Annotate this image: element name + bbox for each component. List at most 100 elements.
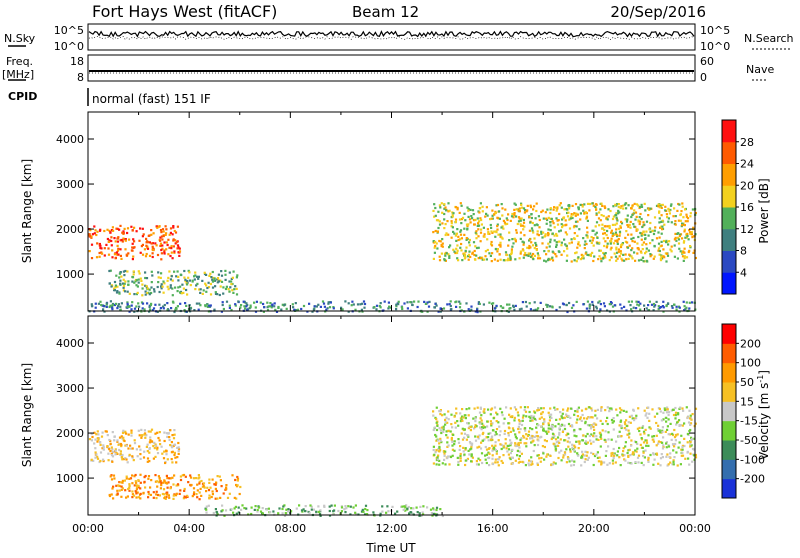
velocity-echo-pixel bbox=[159, 443, 162, 446]
power-echo-pixel bbox=[484, 255, 487, 258]
power-echo-pixel bbox=[598, 224, 601, 227]
velocity-echo-pixel bbox=[518, 431, 521, 434]
power-echo-pixel bbox=[202, 289, 205, 292]
power-echo-pixel bbox=[456, 244, 459, 247]
velocity-echo-pixel bbox=[453, 449, 456, 452]
power-echo-pixel bbox=[679, 213, 682, 217]
velocity-echo-pixel bbox=[179, 489, 182, 492]
power-echo-pixel bbox=[171, 279, 174, 282]
power-echo-pixel bbox=[141, 307, 144, 310]
velocity-echo-pixel bbox=[621, 454, 624, 457]
velocity-echo-pixel bbox=[290, 510, 293, 513]
power-echo-pixel bbox=[616, 240, 619, 243]
velocity-echo-pixel bbox=[239, 485, 242, 489]
power-echo-pixel bbox=[117, 247, 120, 250]
velocity-echo-pixel bbox=[451, 440, 454, 443]
power-echo-pixel bbox=[220, 270, 223, 273]
power-echo-pixel bbox=[122, 286, 125, 289]
power-echo-pixel bbox=[448, 254, 451, 258]
power-echo-pixel bbox=[467, 215, 470, 218]
velocity-echo-pixel bbox=[672, 443, 675, 446]
power-echo-pixel bbox=[237, 300, 240, 303]
velocity-echo-pixel bbox=[558, 431, 561, 434]
power-echo-pixel bbox=[347, 302, 350, 305]
velocity-echo-pixel bbox=[328, 509, 331, 513]
power-echo-pixel bbox=[603, 255, 606, 258]
power-echo-pixel bbox=[373, 306, 376, 309]
power-echo-pixel bbox=[552, 208, 555, 211]
velocity-echo-pixel bbox=[143, 433, 146, 436]
power-echo-pixel bbox=[454, 206, 458, 209]
power-echo-pixel bbox=[619, 252, 623, 255]
power-echo-region bbox=[88, 224, 182, 261]
velocity-echo-pixel bbox=[657, 440, 660, 443]
velocity-echo-pixel bbox=[521, 416, 525, 419]
velocity-echo-pixel bbox=[136, 491, 139, 494]
power-echo-pixel bbox=[454, 220, 457, 224]
power-echo-pixel bbox=[148, 234, 151, 237]
power-echo-pixel bbox=[119, 279, 122, 282]
velocity-echo-pixel bbox=[173, 443, 176, 446]
velocity-echo-pixel bbox=[483, 408, 486, 411]
power-echo-pixel bbox=[151, 309, 154, 312]
power-echo-pixel bbox=[643, 304, 646, 307]
power-echo-pixel bbox=[277, 306, 280, 309]
velocity-echo-pixel bbox=[129, 477, 133, 480]
velocity-echo-pixel bbox=[198, 482, 201, 485]
velocity-echo-pixel bbox=[245, 507, 248, 510]
power-echo-pixel bbox=[527, 254, 530, 257]
power-echo-pixel bbox=[689, 215, 692, 218]
velocity-echo-pixel bbox=[511, 448, 514, 451]
velocity-echo-pixel bbox=[558, 427, 561, 430]
power-echo-pixel bbox=[603, 228, 606, 232]
power-colorbar-segment bbox=[722, 228, 736, 251]
velocity-echo-pixel bbox=[642, 464, 645, 467]
power-echo-pixel bbox=[449, 304, 452, 308]
power-echo-pixel bbox=[111, 304, 114, 307]
power-echo-pixel bbox=[269, 302, 272, 305]
velocity-echo-pixel bbox=[678, 419, 681, 422]
power-echo-pixel bbox=[201, 292, 204, 295]
velocity-echo-pixel bbox=[172, 437, 176, 440]
power-echo-pixel bbox=[589, 254, 592, 257]
power-echo-pixel bbox=[99, 300, 102, 303]
velocity-echo-pixel bbox=[535, 426, 538, 429]
power-echo-pixel bbox=[671, 306, 674, 309]
velocity-echo-pixel bbox=[531, 419, 534, 422]
velocity-echo-pixel bbox=[381, 510, 384, 513]
power-echo-pixel bbox=[481, 258, 484, 261]
power-echo-pixel bbox=[617, 238, 620, 241]
velocity-echo-pixel bbox=[627, 454, 630, 457]
velocity-echo-pixel bbox=[186, 494, 189, 497]
velocity-echo-region bbox=[432, 406, 698, 467]
velocity-echo-pixel bbox=[647, 457, 650, 460]
power-echo-pixel bbox=[519, 231, 522, 234]
velocity-echo-pixel bbox=[183, 487, 186, 491]
velocity-echo-pixel bbox=[459, 459, 462, 462]
power-echo-pixel bbox=[169, 284, 172, 287]
power-echo-pixel bbox=[666, 216, 669, 219]
power-echo-pixel bbox=[161, 247, 164, 250]
power-echo-pixel bbox=[592, 259, 595, 263]
velocity-echo-pixel bbox=[530, 414, 533, 418]
velocity-echo-pixel bbox=[659, 457, 663, 460]
power-echo-pixel bbox=[680, 210, 683, 213]
velocity-echo-pixel bbox=[693, 454, 696, 457]
power-echo-pixel bbox=[615, 246, 618, 249]
power-echo-pixel bbox=[548, 245, 551, 248]
power-echo-pixel bbox=[460, 204, 463, 207]
power-echo-pixel bbox=[441, 211, 444, 214]
velocity-echo-pixel bbox=[110, 474, 113, 477]
power-echo-pixel bbox=[235, 293, 239, 296]
velocity-colorbar-segment bbox=[722, 401, 736, 422]
power-echo-pixel bbox=[472, 213, 475, 216]
power-echo-pixel bbox=[498, 217, 501, 220]
power-echo-pixel bbox=[216, 281, 219, 284]
power-data bbox=[88, 202, 697, 314]
velocity-colorbar-segment bbox=[722, 459, 736, 480]
power-echo-pixel bbox=[640, 258, 643, 261]
velocity-echo-pixel bbox=[140, 428, 143, 431]
velocity-echo-pixel bbox=[163, 431, 166, 434]
velocity-echo-pixel bbox=[565, 434, 568, 437]
power-echo-pixel bbox=[689, 245, 692, 248]
